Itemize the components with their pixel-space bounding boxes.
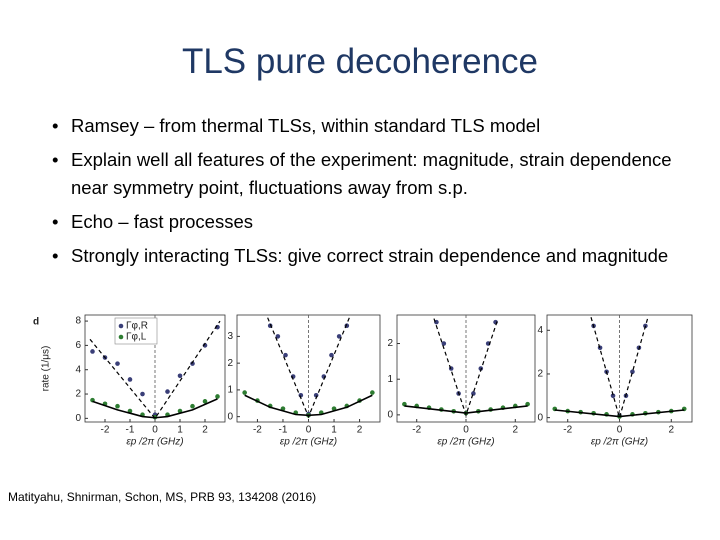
data-point <box>115 361 120 366</box>
x-axis-label: εp /2π (GHz) <box>437 437 494 448</box>
y-axis-label: rate (1/μs) <box>41 346 52 392</box>
bullet-list: Ramsey – from thermal TLSs, within stand… <box>52 112 692 276</box>
y-tick-label: 6 <box>75 340 81 351</box>
panel-label: d <box>33 317 39 328</box>
x-tick-label: -1 <box>126 425 135 436</box>
fit-line <box>404 405 528 414</box>
y-tick-label: 3 <box>227 331 233 342</box>
legend-box <box>114 317 158 345</box>
data-point <box>275 334 281 339</box>
data-point <box>478 366 484 371</box>
legend-marker <box>118 334 124 340</box>
x-tick-label: 0 <box>152 425 158 436</box>
fit-line <box>433 318 499 417</box>
bullet: Explain well all features of the experim… <box>52 146 692 202</box>
data-point <box>165 389 170 394</box>
y-tick-label: 2 <box>537 369 543 380</box>
data-point <box>471 391 476 396</box>
y-tick-label: 4 <box>537 325 543 336</box>
data-point <box>336 334 342 339</box>
x-tick-label: -2 <box>101 425 110 436</box>
data-point <box>215 394 220 399</box>
y-tick-label: 4 <box>75 364 81 375</box>
data-point <box>610 393 616 399</box>
data-point <box>329 352 334 358</box>
y-tick-label: 0 <box>387 410 393 421</box>
x-tick-label: -2 <box>253 425 262 436</box>
legend-label: Γφ,L <box>126 332 147 343</box>
x-tick-label: 1 <box>177 425 183 436</box>
data-point <box>370 390 375 395</box>
data-point <box>140 391 145 397</box>
fit-line <box>267 317 350 419</box>
x-tick-label: 0 <box>463 425 469 436</box>
x-tick-label: 0 <box>617 425 623 436</box>
bullet: Strongly interacting TLSs: give correct … <box>52 242 692 270</box>
bullet: Echo – fast processes <box>52 208 692 236</box>
data-point <box>630 369 635 375</box>
x-tick-label: -2 <box>412 425 421 436</box>
x-tick-label: 2 <box>669 425 675 436</box>
data-point <box>127 377 133 382</box>
legend-marker <box>118 323 124 329</box>
data-point <box>115 403 120 409</box>
x-tick-label: 2 <box>513 425 519 436</box>
figure: d 0 2 4 6 8 -2 -1 0 1 2 εp /2π (GHz) rate (1/μs) Γφ,… <box>33 314 693 448</box>
citation: Matityahu, Shnirman, Schon, MS, PRB 93, … <box>8 490 317 504</box>
x-tick-label: 2 <box>357 425 363 436</box>
x-axis-label: εp /2π (GHz) <box>591 437 648 448</box>
x-tick-label: 0 <box>306 425 312 436</box>
fit-line <box>554 409 685 418</box>
x-axis-label: εp /2π (GHz) <box>280 437 337 448</box>
fit-line <box>92 398 218 419</box>
y-tick-label: 2 <box>387 338 393 349</box>
x-tick-label: 1 <box>331 425 337 436</box>
y-tick-label: 1 <box>227 385 233 396</box>
y-tick-label: 2 <box>75 389 81 400</box>
data-point <box>242 390 247 395</box>
fit-line <box>244 394 373 417</box>
data-point <box>190 403 195 409</box>
data-point <box>441 341 447 346</box>
y-tick-label: 0 <box>75 413 81 424</box>
data-point <box>90 349 95 354</box>
x-axis-label: εp /2π (GHz) <box>126 437 183 448</box>
y-tick-label: 0 <box>537 412 543 423</box>
data-point <box>202 399 208 404</box>
legend-label: Γφ,R <box>126 321 148 332</box>
data-point <box>190 361 195 366</box>
y-tick-label: 0 <box>227 411 233 422</box>
slide-title: TLS pure decoherence <box>181 42 539 81</box>
data-point <box>283 352 288 358</box>
bullet: Ramsey – from thermal TLSs, within stand… <box>52 112 692 140</box>
y-tick-label: 2 <box>227 358 233 369</box>
y-tick-label: 1 <box>387 374 393 385</box>
data-point <box>177 373 183 379</box>
x-tick-label: -2 <box>563 425 572 436</box>
x-tick-label: -1 <box>279 425 288 436</box>
x-tick-label: 2 <box>202 425 208 436</box>
y-tick-label: 8 <box>75 316 81 327</box>
